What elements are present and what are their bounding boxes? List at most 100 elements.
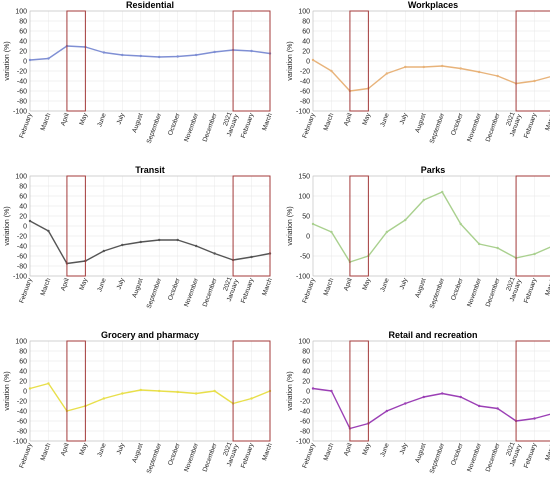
x-tick-label-line: February: [240, 277, 256, 305]
data-point: [385, 409, 389, 413]
data-point: [422, 395, 425, 399]
x-tick-label: February: [18, 112, 34, 140]
x-tick-label: May: [78, 277, 89, 292]
x-tick-label: 2021January: [502, 110, 523, 137]
y-tick-label: 20: [19, 379, 27, 386]
y-tick-label: 60: [19, 29, 27, 36]
x-tick-label: November: [466, 277, 483, 308]
x-tick-label: October: [167, 442, 182, 467]
x-tick-label: February: [240, 112, 256, 140]
series-line: [312, 387, 550, 430]
y-tick-label: -40: [17, 409, 27, 416]
data-point: [194, 53, 198, 57]
y-tick-label: -80: [300, 429, 310, 436]
data-point: [139, 240, 142, 244]
data-point: [441, 190, 444, 194]
x-tick-label-line: 2021: [222, 441, 234, 457]
data-point: [477, 242, 481, 246]
x-tick-label-line: June: [96, 442, 108, 458]
x-tick-label: October: [167, 277, 182, 302]
x-tick-label-line: May: [78, 277, 89, 292]
chart-title: Workplaces: [408, 0, 458, 10]
x-tick-label-line: October: [450, 112, 465, 137]
y-tick-label: -100: [13, 274, 27, 281]
x-tick-label: 2021January: [219, 440, 240, 467]
x-tick-label-line: April: [60, 112, 71, 127]
x-tick-label-line: March: [40, 442, 53, 462]
highlight-box-2: [515, 175, 550, 277]
x-tick-label: September: [146, 442, 164, 475]
x-tick-label-line: February: [523, 277, 539, 305]
data-point: [496, 74, 499, 78]
x-tick-label: August: [131, 442, 145, 464]
x-tick-label-line: March: [261, 442, 274, 462]
x-tick-label: June: [96, 277, 108, 293]
x-tick-label: June: [379, 442, 391, 458]
y-tick-label: -80: [17, 264, 27, 271]
y-tick-label: 80: [302, 19, 310, 26]
x-tick-label: October: [450, 277, 465, 302]
x-tick-label-line: May: [78, 442, 89, 457]
x-tick-label: October: [450, 442, 465, 467]
series-line: [312, 59, 550, 92]
highlight-box-2: [515, 10, 550, 112]
y-tick-label: 40: [19, 369, 27, 376]
data-point: [330, 389, 333, 393]
y-tick-label: 0: [306, 234, 310, 241]
highlight-box-1: [66, 175, 86, 277]
data-point: [28, 387, 32, 390]
chart-panel-6: Retail and recreation 100 80 60 40 20 0 -20 -40 -…: [287, 330, 550, 475]
x-tick-label: June: [379, 112, 391, 128]
x-tick-label: December: [485, 112, 502, 143]
data-point: [533, 417, 536, 420]
data-point: [404, 218, 407, 222]
x-tick-label-line: December: [485, 112, 502, 143]
x-tick-label: September: [429, 442, 447, 475]
x-tick-label: July: [399, 277, 410, 291]
x-tick-label: June: [96, 112, 108, 128]
y-tick-label: 40: [19, 39, 27, 46]
data-point: [121, 53, 124, 57]
x-tick-label-line: March: [40, 112, 53, 132]
x-tick-label-line: May: [361, 277, 372, 292]
data-point: [194, 392, 198, 395]
x-tick-label: September: [146, 112, 164, 145]
x-tick-label: March: [544, 442, 550, 462]
y-tick-label: 80: [19, 349, 27, 356]
x-tick-label: February: [301, 442, 317, 470]
x-tick-label: May: [361, 442, 372, 457]
y-tick-label: -60: [17, 89, 27, 96]
data-point: [176, 55, 179, 58]
x-tick-label: February: [301, 277, 317, 305]
x-tick-label-line: November: [183, 277, 200, 308]
x-tick-label-line: February: [523, 442, 539, 470]
x-tick-label-line: December: [485, 277, 502, 308]
x-tick-label-line: December: [202, 277, 219, 308]
data-point: [194, 244, 198, 248]
x-tick-label: November: [183, 442, 200, 473]
chart-title: Transit: [135, 165, 165, 175]
x-tick-label-line: April: [343, 277, 354, 292]
data-point: [533, 252, 536, 256]
x-tick-label-line: February: [301, 112, 317, 140]
y-tick-label: -60: [300, 419, 310, 426]
data-point: [459, 395, 462, 399]
plot-frame: [312, 340, 550, 442]
x-tick-label-line: September: [429, 442, 447, 475]
x-tick-label-line: November: [466, 277, 483, 308]
x-tick-label: March: [544, 277, 550, 297]
x-tick-label-line: February: [18, 442, 34, 470]
y-tick-label: 40: [19, 204, 27, 211]
x-tick-label: March: [261, 277, 274, 297]
chart-title: Grocery and pharmacy: [101, 330, 199, 340]
x-tick-label: November: [466, 112, 483, 143]
x-tick-label-line: November: [466, 112, 483, 143]
data-point: [477, 70, 481, 74]
data-point: [496, 407, 499, 410]
y-tick-label: -20: [300, 69, 310, 76]
x-tick-label: February: [18, 277, 34, 305]
x-tick-label: December: [485, 277, 502, 308]
x-tick-label-line: May: [361, 442, 372, 457]
x-tick-label-line: November: [183, 442, 200, 473]
y-tick-label: 40: [302, 39, 310, 46]
